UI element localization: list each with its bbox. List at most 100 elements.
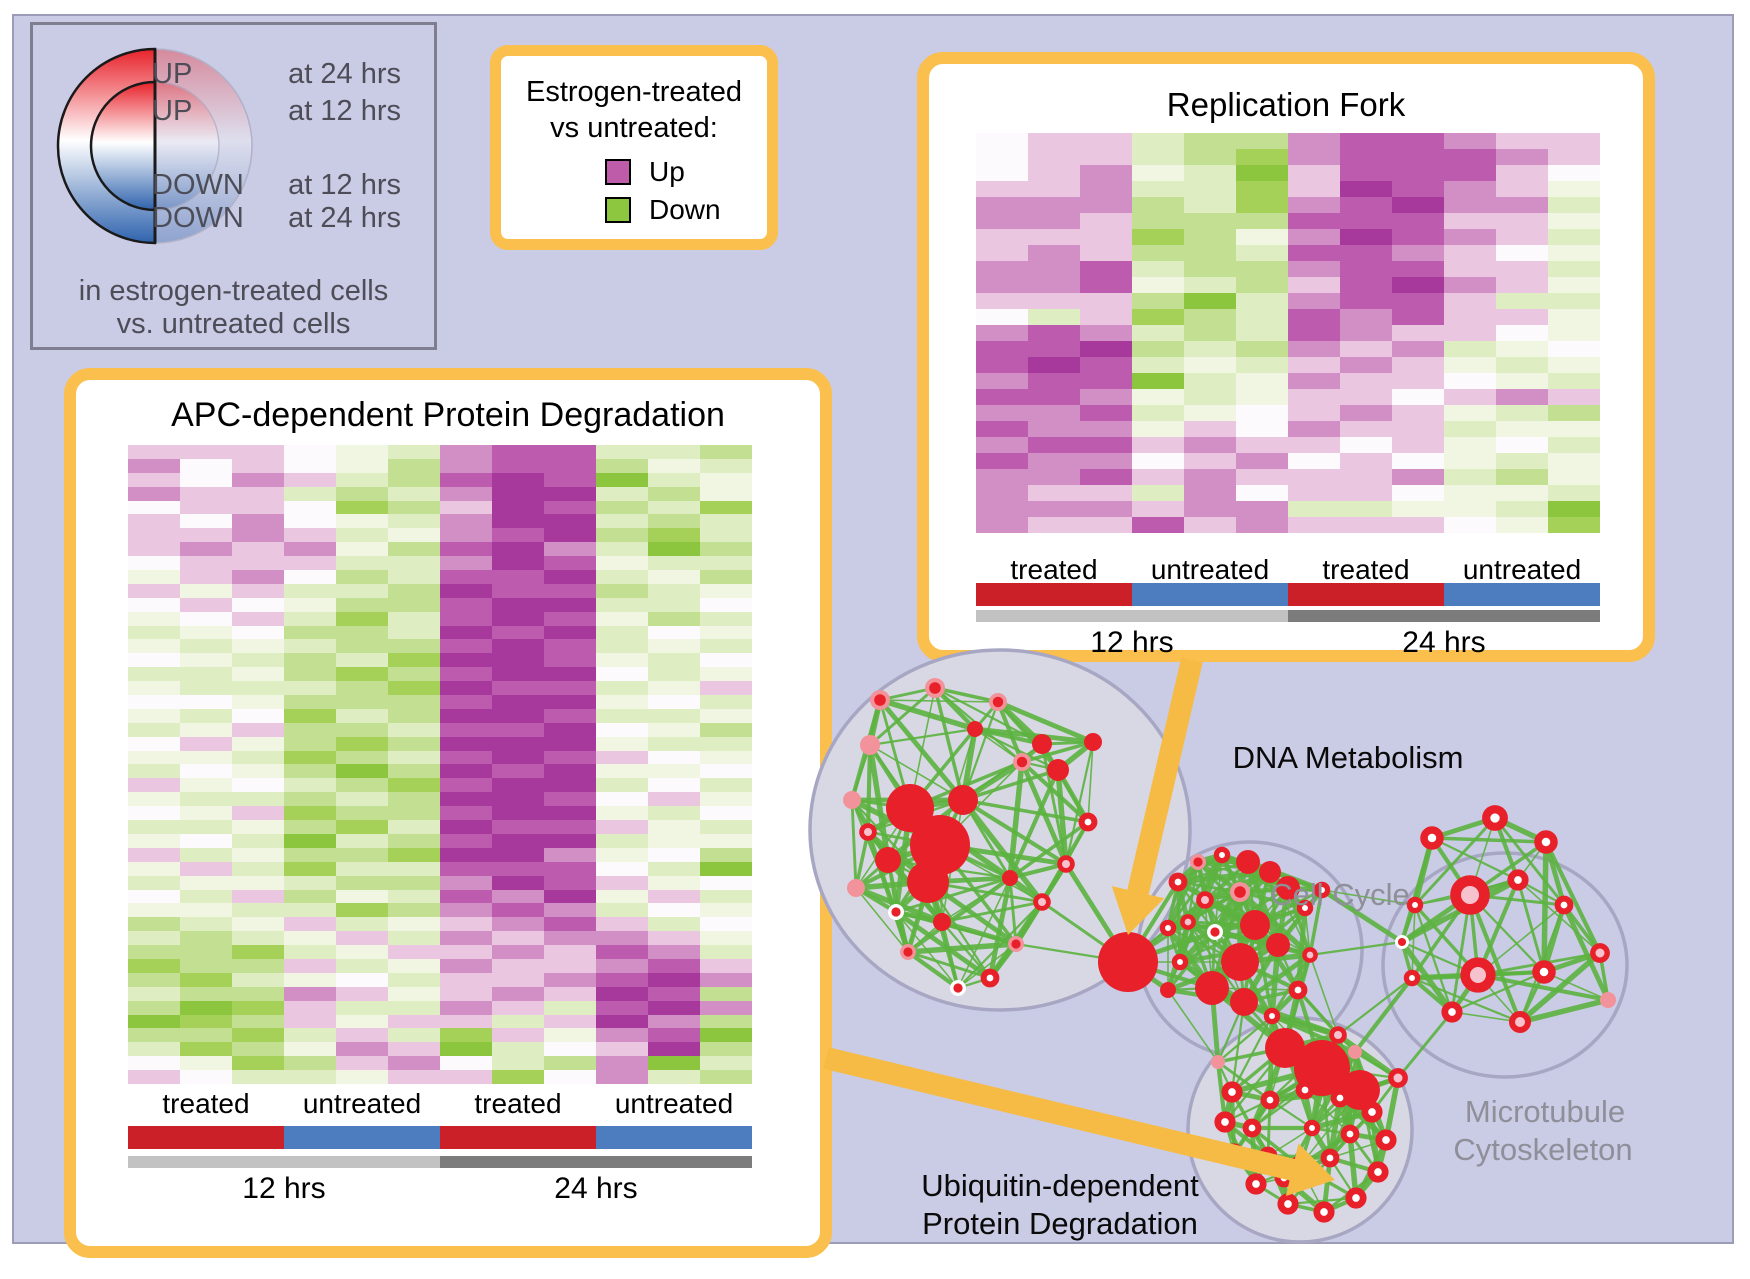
heatmap-cell — [976, 421, 1028, 437]
network-node — [1098, 932, 1158, 992]
heatmap-cell — [388, 722, 440, 737]
heatmap-cell — [492, 903, 544, 918]
network-node — [1032, 734, 1052, 754]
network-node — [1313, 881, 1331, 899]
heatmap-cell — [440, 625, 492, 640]
heatmap-cell — [180, 681, 232, 696]
heatmap-cell — [648, 486, 700, 501]
heatmap-cell — [492, 625, 544, 640]
ring-up-24-time: at 24 hrs — [288, 58, 401, 90]
heatmap-cell — [128, 847, 180, 862]
apc-time-labels: 12 hrs 24 hrs — [128, 1172, 752, 1206]
heatmap-cell — [1132, 133, 1184, 149]
heatmap-cell — [1080, 309, 1132, 325]
heatmap-cell — [232, 778, 284, 793]
heatmap-cell — [544, 958, 596, 973]
down-label: Down — [649, 194, 721, 225]
heatmap-cell — [128, 972, 180, 987]
heatmap-cell — [544, 750, 596, 765]
heatmap-cell — [232, 639, 284, 654]
heatmap-cell — [1496, 485, 1548, 501]
network-node — [1259, 861, 1281, 883]
heatmap-cell — [388, 486, 440, 501]
network-edge — [1166, 854, 1224, 929]
heatmap-cell — [284, 486, 336, 501]
heatmap-cell — [388, 806, 440, 821]
heatmap-cell — [700, 681, 752, 696]
heatmap-cell — [180, 986, 232, 1001]
network-node — [933, 913, 951, 931]
estrogen-legend-title-line1: Estrogen-treated — [525, 76, 742, 108]
network-node — [1033, 893, 1051, 911]
heatmap-cell — [1080, 165, 1132, 181]
network-node — [1159, 919, 1177, 937]
network-node — [1230, 988, 1258, 1016]
heatmap-cell — [1236, 293, 1288, 309]
heatmap-cell — [596, 667, 648, 682]
heatmap-cell — [1132, 165, 1184, 181]
heatmap-cell — [440, 986, 492, 1001]
heatmap-cell — [388, 611, 440, 626]
network-edge — [1399, 940, 1455, 1014]
heatmap-cell — [700, 750, 752, 765]
rf-heatmap — [976, 133, 1600, 533]
heatmap-cell — [976, 133, 1028, 149]
heatmap-cell — [492, 445, 544, 459]
ring-down-24-label: DOWN — [152, 202, 244, 234]
heatmap-cell — [1236, 213, 1288, 229]
heatmap-cell — [596, 445, 648, 459]
network-edge — [1431, 836, 1547, 844]
network-edge — [894, 910, 992, 980]
heatmap-cell — [440, 500, 492, 515]
heatmap-cell — [232, 945, 284, 959]
network-node — [1375, 1129, 1397, 1151]
network-node — [1221, 1081, 1243, 1103]
network-node — [1320, 1148, 1340, 1168]
heatmap-cell — [1184, 213, 1236, 229]
network-node — [1345, 1187, 1367, 1209]
heatmap-cell — [1392, 485, 1444, 501]
heatmap-cell — [1236, 229, 1288, 245]
heatmap-cell — [440, 1070, 492, 1084]
heatmap-cell — [128, 861, 180, 876]
network-node-core — [929, 682, 941, 694]
heatmap-cell — [1028, 197, 1080, 213]
heatmap-cell — [596, 764, 648, 779]
heatmap-cell — [1080, 405, 1132, 421]
heatmap-cell — [128, 875, 180, 890]
heatmap-cell — [388, 903, 440, 918]
heatmap-cell — [1340, 309, 1392, 325]
heatmap-cell — [1288, 469, 1340, 485]
heatmap-cell — [700, 445, 752, 459]
heatmap-cell — [1340, 213, 1392, 229]
heatmap-cell — [596, 597, 648, 612]
heatmap-cell — [700, 653, 752, 668]
heatmap-cell — [336, 847, 388, 862]
heatmap-cell — [388, 1028, 440, 1043]
heatmap-cell — [128, 597, 180, 612]
heatmap-cell — [180, 486, 232, 501]
heatmap-cell — [596, 1070, 648, 1084]
heatmap-cell — [1340, 277, 1392, 293]
heatmap-cell — [544, 722, 596, 737]
rf-time-bar — [976, 610, 1600, 622]
untreated-bar-segment — [1444, 583, 1600, 606]
heatmap-cell — [700, 722, 752, 737]
heatmap-cell — [1444, 469, 1496, 485]
network-node-core — [953, 983, 963, 993]
heatmap-cell — [700, 542, 752, 557]
heatmap-cell — [1132, 309, 1184, 325]
heatmap-cell — [1288, 245, 1340, 261]
heatmap-cell — [1392, 325, 1444, 341]
heatmap-cell — [1444, 261, 1496, 277]
heatmap-cell — [544, 458, 596, 473]
heatmap-cell — [492, 847, 544, 862]
heatmap-cell — [648, 625, 700, 640]
heatmap-cell — [1392, 437, 1444, 453]
heatmap-cell — [388, 1000, 440, 1015]
heatmap-cell — [1288, 517, 1340, 533]
network-node — [967, 721, 983, 737]
heatmap-cell — [336, 1014, 388, 1029]
heatmap-cell — [1392, 245, 1444, 261]
heatmap-cell — [128, 542, 180, 557]
